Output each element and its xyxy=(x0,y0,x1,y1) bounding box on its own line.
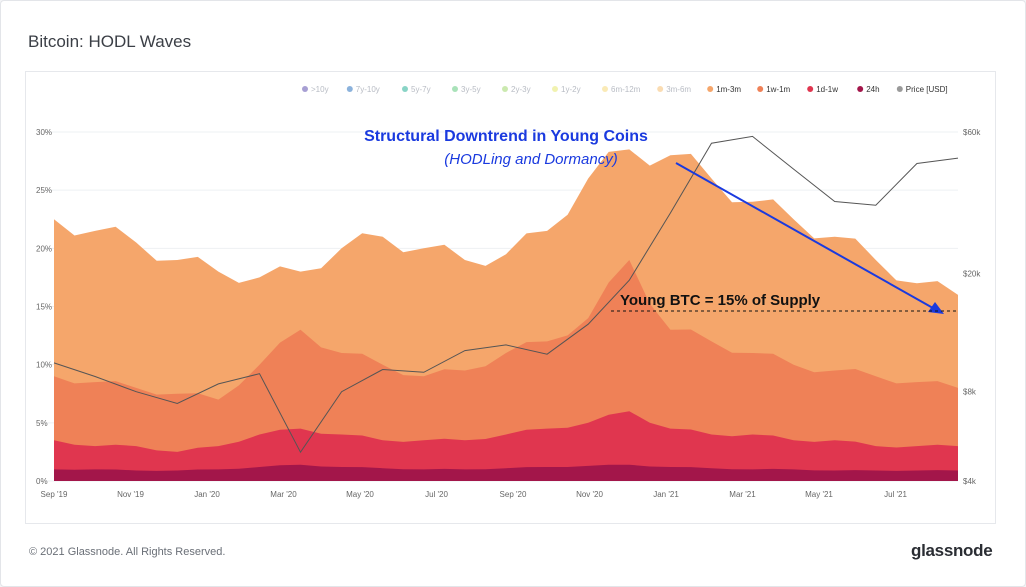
legend-label-6m-12m: 6m-12m xyxy=(611,85,641,94)
price-series-line xyxy=(53,135,959,454)
legend-label-1m-3m: 1m-3m xyxy=(716,85,741,94)
legend-swatch-3m-6m xyxy=(657,86,664,92)
y-axis-right: $4k $8k $20k $60k xyxy=(963,128,981,486)
page-title: Bitcoin: HODL Waves xyxy=(28,32,192,51)
area-1w-1m xyxy=(54,260,958,481)
x-tick-label: Nov '20 xyxy=(576,490,603,499)
copyright: © 2021 Glassnode. All Rights Reserved. xyxy=(29,546,226,558)
y-tick-label: 20% xyxy=(36,244,52,253)
x-tick-label: May '20 xyxy=(346,490,374,499)
legend-swatch-5y-7y xyxy=(402,86,408,92)
area-24h xyxy=(54,464,958,481)
legend-swatch-10y xyxy=(302,86,308,92)
x-axis: Sep '19 Nov '19 Jan '20 Mar '20 May '20 Jul '… xyxy=(41,490,908,499)
subline-annotation: (HODLing and Dormancy) xyxy=(444,151,617,168)
hodl-waves-chart: >10y 7y-10y 5y-7y 3y-5y 2y-3y 1y-2y 6m-12m 3m-6… xyxy=(36,85,981,499)
legend-label-1d-1w: 1d-1w xyxy=(816,85,838,94)
y-tick-label: 30% xyxy=(36,128,52,137)
x-tick-label: Jul '21 xyxy=(884,490,907,499)
downtrend-arrow xyxy=(675,162,941,313)
y-tick-label: 10% xyxy=(36,361,52,370)
x-tick-label: Mar '21 xyxy=(729,490,756,499)
legend-label-24h: 24h xyxy=(866,85,879,94)
legend-swatch-3y-5y xyxy=(452,86,458,92)
legend-label-3y-5y: 3y-5y xyxy=(461,85,481,94)
x-tick-label: Jan '21 xyxy=(653,490,679,499)
legend-swatch-7y-10y xyxy=(346,86,353,92)
price-line xyxy=(53,135,959,454)
y-tick-label: 25% xyxy=(36,186,52,195)
x-tick-label: Jul '20 xyxy=(425,490,448,499)
x-tick-label: Nov '19 xyxy=(117,490,144,499)
chart-panel: >10y 7y-10y 5y-7y 3y-5y 2y-3y 1y-2y 6m-12m 3m-6… xyxy=(25,71,996,524)
legend-label-7y-10y: 7y-10y xyxy=(356,85,380,94)
brand-logo: glassnode xyxy=(911,541,993,560)
y-tick-label: 0% xyxy=(36,477,48,486)
legend-label-1y-2y: 1y-2y xyxy=(561,85,581,94)
area-1d-1w xyxy=(54,411,958,481)
legend-swatch-1d-1w xyxy=(807,86,814,92)
legend-label-price-usd: Price [USD] xyxy=(906,85,948,94)
x-tick-label: Jan '20 xyxy=(194,490,220,499)
legend-swatch-24h xyxy=(857,86,864,92)
y-tick-label: 5% xyxy=(36,419,48,428)
areas xyxy=(54,149,958,481)
x-tick-label: Sep '19 xyxy=(41,490,68,499)
x-tick-label: May '21 xyxy=(805,490,833,499)
y2-tick-label: $20k xyxy=(963,270,981,279)
legend-swatch-1y-2y xyxy=(552,86,558,92)
x-tick-label: Mar '20 xyxy=(270,490,297,499)
legend-swatch-price-usd xyxy=(896,86,903,92)
legend-swatch-1w-1m xyxy=(757,86,764,92)
y-tick-label: 15% xyxy=(36,303,52,312)
legend-label-2y-3y: 2y-3y xyxy=(511,85,531,94)
y2-tick-label: $4k xyxy=(963,477,977,486)
y2-tick-label: $60k xyxy=(963,128,981,137)
x-tick-label: Sep '20 xyxy=(500,490,527,499)
legend-swatch-6m-12m xyxy=(602,86,608,92)
legend-label-1w-1m: 1w-1m xyxy=(766,85,790,94)
legend: >10y 7y-10y 5y-7y 3y-5y 2y-3y 1y-2y 6m-12m 3m-6… xyxy=(302,85,948,94)
y-axis-left: 0% 5% 10% 15% 20% 25% 30% xyxy=(36,128,52,486)
legend-swatch-1m-3m xyxy=(707,86,714,92)
legend-label-10y: >10y xyxy=(311,85,329,94)
legend-swatch-2y-3y xyxy=(502,86,508,92)
legend-label-3m-6m: 3m-6m xyxy=(666,85,691,94)
annotations: Structural Downtrend in Young Coins (HOD… xyxy=(364,128,958,314)
supply-level-label: Young BTC = 15% of Supply xyxy=(620,292,821,309)
headline-annotation: Structural Downtrend in Young Coins xyxy=(364,128,648,145)
legend-label-5y-7y: 5y-7y xyxy=(411,85,431,94)
y2-tick-label: $8k xyxy=(963,388,977,397)
